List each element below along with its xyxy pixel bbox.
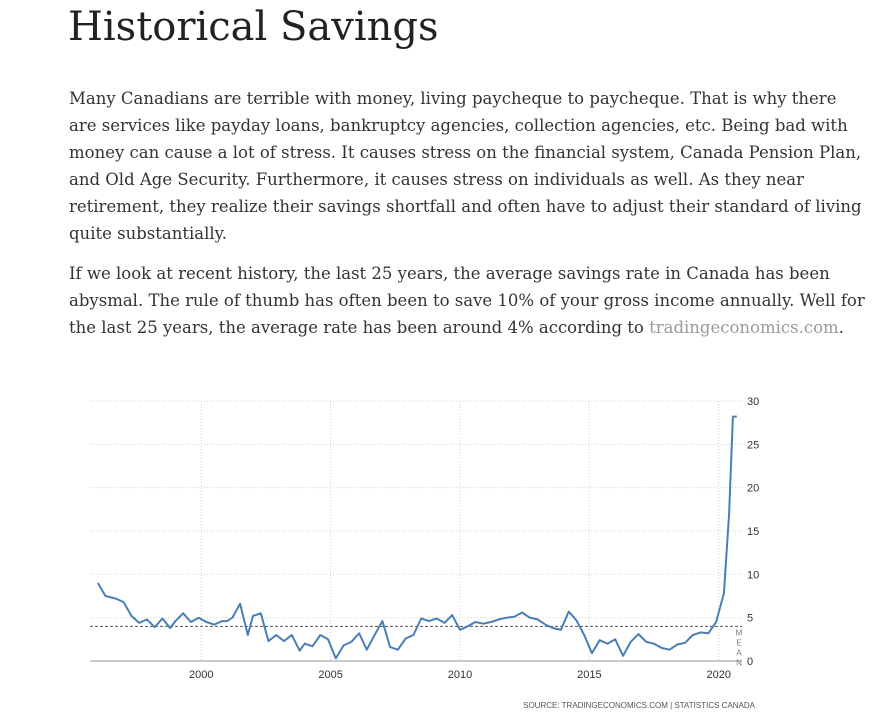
y-tick-label: 0 — [747, 656, 753, 668]
x-tick-label: 2000 — [189, 669, 213, 681]
y-tick-label: 25 — [747, 439, 759, 451]
savings-paragraph-text: If we look at recent history, the last 2… — [69, 264, 865, 337]
y-tick-label: 10 — [747, 569, 759, 581]
intro-paragraph: Many Canadians are terrible with money, … — [69, 89, 862, 243]
savings-rate-chart-svg: 0 5 10 15 20 25 30 2000 2005 2010 2015 2020 M E A N SOUR… — [90, 396, 759, 710]
x-tick-label: 2020 — [706, 669, 730, 681]
x-tick-label: 2005 — [318, 669, 342, 681]
y-tick-label: 20 — [747, 483, 759, 495]
savings-paragraph: If we look at recent history, the last 2… — [69, 260, 869, 341]
page-title: Historical Savings — [68, 4, 439, 50]
savings-rate-line — [96, 415, 737, 660]
savings-paragraph-end: . — [838, 318, 844, 337]
y-tick-label: 15 — [747, 526, 759, 538]
x-tick-label: 2010 — [448, 669, 472, 681]
tradingeconomics-link[interactable]: tradingeconomics.com — [649, 318, 839, 337]
x-tick-label: 2015 — [577, 669, 601, 681]
y-tick-label: 30 — [747, 396, 759, 408]
savings-rate-chart: 0 5 10 15 20 25 30 2000 2005 2010 2015 2020 M E A N SOUR… — [0, 385, 882, 714]
y-tick-label: 5 — [747, 613, 753, 625]
chart-source: SOURCE: TRADINGECONOMICS.COM | STATISTIC… — [523, 701, 756, 710]
